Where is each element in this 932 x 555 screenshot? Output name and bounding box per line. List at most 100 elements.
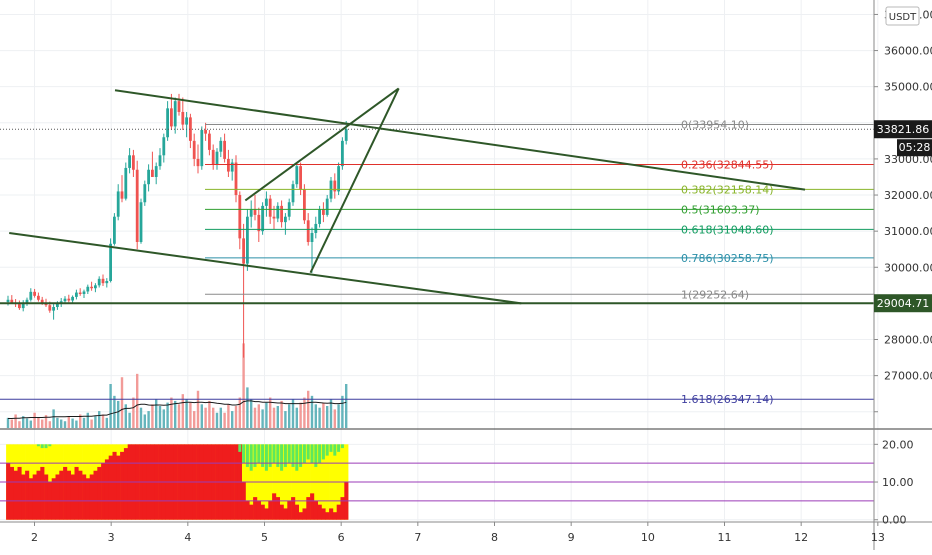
volume-bar [75, 420, 78, 428]
oscillator-red-bar [287, 500, 292, 520]
volume-bars [6, 343, 348, 428]
oscillator-red-bar [104, 459, 109, 520]
fib-levels: 0(33954.10) 0.236(32844.55) 0.382(32158.14… [0, 118, 874, 406]
oscillator-red-bar [302, 508, 307, 520]
oscillator-red-bar [249, 504, 254, 520]
fib-label: 1.618(26347.14) [681, 393, 774, 406]
oscillator-green-bar [295, 444, 299, 471]
volume-bar [52, 409, 55, 428]
oscillator-red-bar [51, 478, 56, 520]
volume-bar [48, 421, 51, 428]
candle-body [219, 140, 223, 152]
candle-body [90, 286, 93, 289]
volume-bar [223, 412, 226, 428]
oscillator-red-bar [294, 504, 299, 520]
candle-body [105, 280, 109, 284]
volume-bar [33, 412, 36, 428]
oscillator-tick-label: 20.00 [882, 438, 914, 451]
fib-price-label: 30258.75 [717, 252, 770, 265]
oscillator-red-bar [268, 500, 273, 520]
candle-body [299, 166, 302, 190]
price-tick-label: 36000.00 [884, 45, 932, 58]
candle-body [135, 169, 139, 242]
candle-body [75, 292, 78, 297]
volume-bar [345, 384, 348, 428]
candle-body [189, 117, 192, 141]
volume-bar [193, 411, 196, 428]
oscillator-red-bar [78, 470, 83, 520]
volume-bar [337, 404, 340, 428]
price-tick-label: 27000.00 [884, 370, 932, 383]
candle-body [82, 291, 86, 295]
volume-bar [120, 377, 124, 428]
volume-bar [71, 418, 74, 428]
volume-bar [132, 397, 135, 428]
candle-body [52, 307, 55, 311]
time-tick-label: 5 [261, 531, 268, 544]
candle-body [230, 162, 234, 172]
oscillator-green-bar [44, 444, 48, 449]
fib-price-label: 31603.37 [703, 203, 756, 216]
oscillator-red-bar [40, 466, 45, 520]
candle-body [208, 133, 211, 150]
candle-body [177, 101, 181, 112]
oscillator-red-bar [321, 508, 326, 520]
volume-bar [200, 404, 203, 428]
countdown-label: 05:28 [899, 141, 931, 154]
candle-body [48, 305, 52, 311]
fib-price-label: 31048.60 [717, 223, 770, 236]
candle-body [272, 216, 276, 219]
price-tick-label: 35000.00 [884, 81, 932, 94]
candle-body [344, 129, 348, 141]
volume-bar [284, 411, 287, 428]
volume-bar [113, 395, 116, 428]
candle-body [200, 130, 204, 167]
volume-bar [155, 399, 158, 428]
oscillator-green-bar [283, 444, 287, 467]
candle-body [162, 137, 166, 156]
oscillator-panel [0, 428, 932, 520]
volume-bar [185, 399, 188, 428]
trendlines [0, 87, 932, 305]
volume-bar [82, 417, 86, 428]
volume-bar [291, 399, 295, 428]
support-price-tag [874, 294, 932, 313]
volume-bar [341, 395, 344, 428]
candle-body [303, 189, 306, 221]
volume-bar [124, 404, 127, 428]
oscillator-red-bar [317, 504, 322, 520]
candle-body [185, 117, 188, 125]
volume-bar [204, 407, 207, 428]
oscillator-red-bar [275, 497, 280, 520]
volume-bar [41, 419, 44, 428]
volume-bar [117, 400, 120, 428]
oscillator-red-bar [66, 470, 71, 520]
oscillator-green-bar [257, 444, 261, 464]
candle-body [268, 198, 272, 217]
volume-bar [101, 414, 105, 428]
candle-body [341, 140, 344, 167]
oscillator-red-bar [264, 508, 269, 520]
oscillator-red-bar [82, 474, 87, 520]
oscillator-green-bar [306, 444, 310, 460]
candle-body [215, 151, 219, 165]
fib-ratio-label: 0.786 [681, 252, 713, 265]
candle-body [67, 298, 71, 301]
volume-bar [227, 404, 230, 428]
volume-bar [37, 417, 40, 428]
oscillator-red-bar [36, 470, 41, 520]
volume-bar [18, 421, 21, 428]
candle-body [257, 214, 261, 232]
oscillator-green-bar [249, 444, 253, 471]
fib-ratio-label: 0 [681, 118, 688, 131]
candle-body [25, 299, 29, 304]
time-tick-label: 4 [184, 531, 191, 544]
candle-body [116, 191, 120, 217]
volume-bar [189, 402, 192, 428]
volume-bar [242, 343, 245, 428]
time-tick-label: 11 [718, 531, 732, 544]
oscillator-red-bar [310, 493, 315, 520]
fib-price-label: 26347.14 [717, 393, 770, 406]
volume-bar [250, 399, 253, 428]
